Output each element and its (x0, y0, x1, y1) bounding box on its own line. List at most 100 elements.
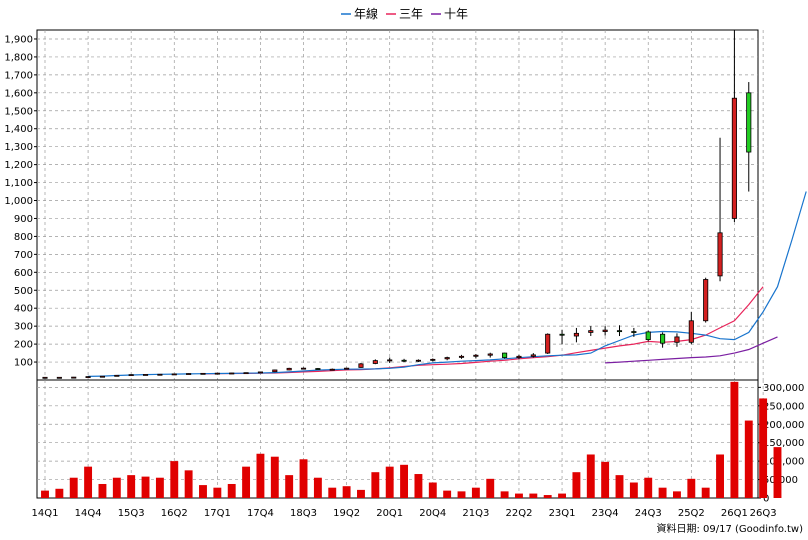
volume-bar (213, 487, 222, 498)
candle-body-up (99, 375, 106, 378)
volume-bar (112, 477, 121, 498)
candle (616, 325, 623, 337)
ma-10yr-line (605, 336, 778, 364)
candle-body-down (746, 92, 752, 153)
candle-body-up (186, 373, 192, 375)
x-tick-label: 16Q2 (161, 508, 188, 519)
volume-bar (357, 489, 365, 498)
x-tick-label: 17Q1 (204, 508, 231, 519)
volume-bar (500, 491, 509, 498)
candle (71, 376, 77, 379)
volume-bar (744, 420, 753, 498)
volume-bar (673, 491, 681, 498)
candle (516, 354, 522, 360)
candle-body-up (300, 367, 307, 370)
volume-bar (371, 472, 380, 498)
candle (56, 376, 62, 379)
candle (588, 326, 594, 337)
volume-bar (543, 495, 552, 498)
candle-body-down (502, 352, 508, 358)
candle-body-up (487, 353, 493, 356)
candle-body-up (717, 232, 723, 277)
candle-body-up (42, 376, 48, 379)
candle (631, 327, 637, 337)
candle-body-up (602, 329, 608, 332)
candle-body-up (473, 354, 479, 357)
volume-bar (227, 483, 236, 498)
x-tick-label: 17Q4 (247, 508, 274, 519)
candle-body-down (631, 331, 637, 333)
volume-bar (529, 493, 538, 498)
candle-body-up (329, 368, 335, 371)
candles (42, 30, 752, 379)
candle (229, 372, 235, 375)
x-tick-label: 25Q2 (678, 508, 705, 519)
volume-bar (41, 490, 49, 498)
data-date-footer: 資料日期: 09/17 (Goodinfo.tw) (656, 522, 803, 535)
candle-body-up (530, 354, 536, 357)
candle-body-up (257, 371, 263, 374)
candle-body-up (286, 367, 292, 371)
candle-body-down (660, 333, 666, 344)
volume-bar (687, 478, 696, 498)
candle (746, 82, 752, 192)
candle-body-up (458, 355, 465, 358)
volume-bar (471, 487, 480, 498)
volume-panel: 050,000100,000150,000200,000250,000300,0… (36, 379, 804, 505)
candle (602, 326, 608, 336)
volume-bar (400, 464, 409, 498)
candle (473, 353, 479, 359)
price-grid (37, 30, 764, 380)
candle-body-up (171, 373, 177, 376)
candle-body-down (559, 333, 565, 336)
candle (573, 327, 579, 343)
x-tick-label: 23Q1 (549, 508, 576, 519)
candle-body-up (674, 336, 680, 343)
candle (372, 359, 378, 365)
candle (142, 374, 149, 376)
price-tick-label: 600 (14, 268, 33, 279)
candle-body-up (157, 373, 163, 376)
candle (674, 333, 680, 347)
candle (703, 277, 709, 323)
x-tick-label: 22Q2 (505, 508, 532, 519)
volume-bar (716, 454, 724, 498)
x-tick-label: 26Q3 (750, 508, 777, 519)
legend: 年線 三年 十年 (341, 6, 468, 21)
candle (545, 333, 551, 354)
volume-bar (414, 474, 423, 498)
candle-body-up (731, 97, 737, 219)
candle (214, 372, 220, 375)
candle (300, 367, 307, 370)
volume-bar (601, 461, 610, 498)
candle (344, 367, 350, 370)
price-tick-label: 1,500 (4, 106, 33, 117)
legend-label-annual: 年線 (354, 6, 378, 21)
volume-bar (658, 487, 667, 498)
volume-bar (342, 486, 351, 498)
candle-body-down (315, 368, 321, 370)
volume-bar (299, 459, 308, 498)
candle (42, 376, 48, 379)
candle-body-up (444, 357, 450, 360)
volume-bar (385, 466, 394, 498)
volume-bar (486, 478, 495, 498)
candle-body-down (401, 359, 407, 362)
candle-body-up (372, 360, 378, 364)
candle-body-up (272, 369, 278, 373)
price-tick-label: 1,900 (4, 34, 33, 45)
volume-tick-label: 100,000 (763, 457, 804, 468)
candle (171, 373, 177, 376)
volume-bar (170, 461, 179, 498)
candle-body-down (616, 330, 623, 333)
x-tick-label: 18Q3 (290, 508, 317, 519)
price-tick-label: 1,300 (4, 142, 33, 153)
price-tick-label: 300 (14, 322, 33, 333)
candle-body-up (214, 372, 220, 375)
candle (200, 372, 206, 375)
price-tick-label: 1,400 (4, 124, 33, 135)
candle-body-up (588, 330, 594, 333)
volume-bar (558, 493, 567, 498)
price-axis: 100 200 300 400 500 600 700 800 900 1,000 1,100 1,2… (4, 34, 37, 369)
